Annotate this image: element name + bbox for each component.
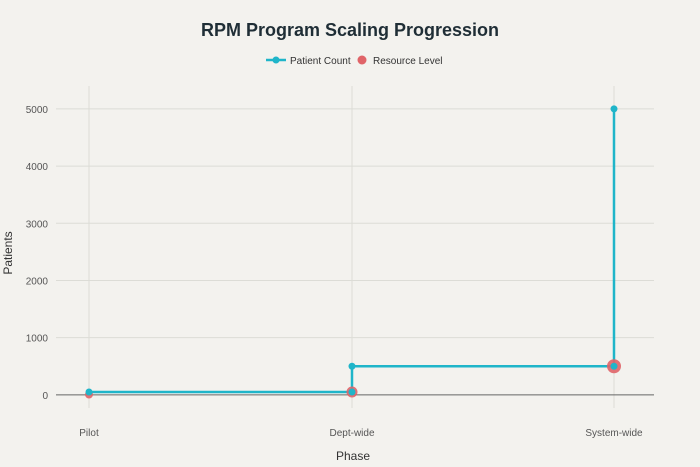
plot-area <box>85 105 621 399</box>
patient-count-point[interactable] <box>610 105 618 113</box>
patient-count-point[interactable] <box>610 362 618 370</box>
y-tick-labels: 0 1000 2000 3000 4000 5000 <box>26 105 49 402</box>
legend-item-resource-level[interactable]: Resource Level <box>357 55 443 68</box>
legend-label-resource-level: Resource Level <box>373 56 442 67</box>
patient-count-point[interactable] <box>85 388 93 396</box>
patient-count-point[interactable] <box>348 388 356 396</box>
legend-item-patient-count[interactable]: Patient Count <box>266 56 351 67</box>
gridlines <box>56 86 654 408</box>
chart-title: RPM Program Scaling Progression <box>201 20 499 40</box>
legend-label-patient-count: Patient Count <box>290 56 351 67</box>
patient-count-point[interactable] <box>348 362 356 370</box>
y-tick-label: 1000 <box>26 334 49 345</box>
x-tick-labels: Pilot Dept-wide System-wide <box>79 428 643 439</box>
y-tick-label: 4000 <box>26 162 49 173</box>
x-tick-label: Dept-wide <box>329 428 374 439</box>
x-tick-label: Pilot <box>79 428 99 439</box>
y-tick-label: 0 <box>42 391 48 402</box>
y-axis-label: Patients <box>1 231 15 274</box>
y-tick-label: 2000 <box>26 276 49 287</box>
legend-marker-resource-level <box>357 55 367 65</box>
legend[interactable]: Patient Count Resource Level <box>266 55 443 68</box>
legend-marker-patient-count <box>272 56 280 64</box>
y-tick-label: 3000 <box>26 219 49 230</box>
y-tick-label: 5000 <box>26 105 49 116</box>
x-axis-label: Phase <box>336 449 370 463</box>
x-tick-label: System-wide <box>585 428 643 439</box>
